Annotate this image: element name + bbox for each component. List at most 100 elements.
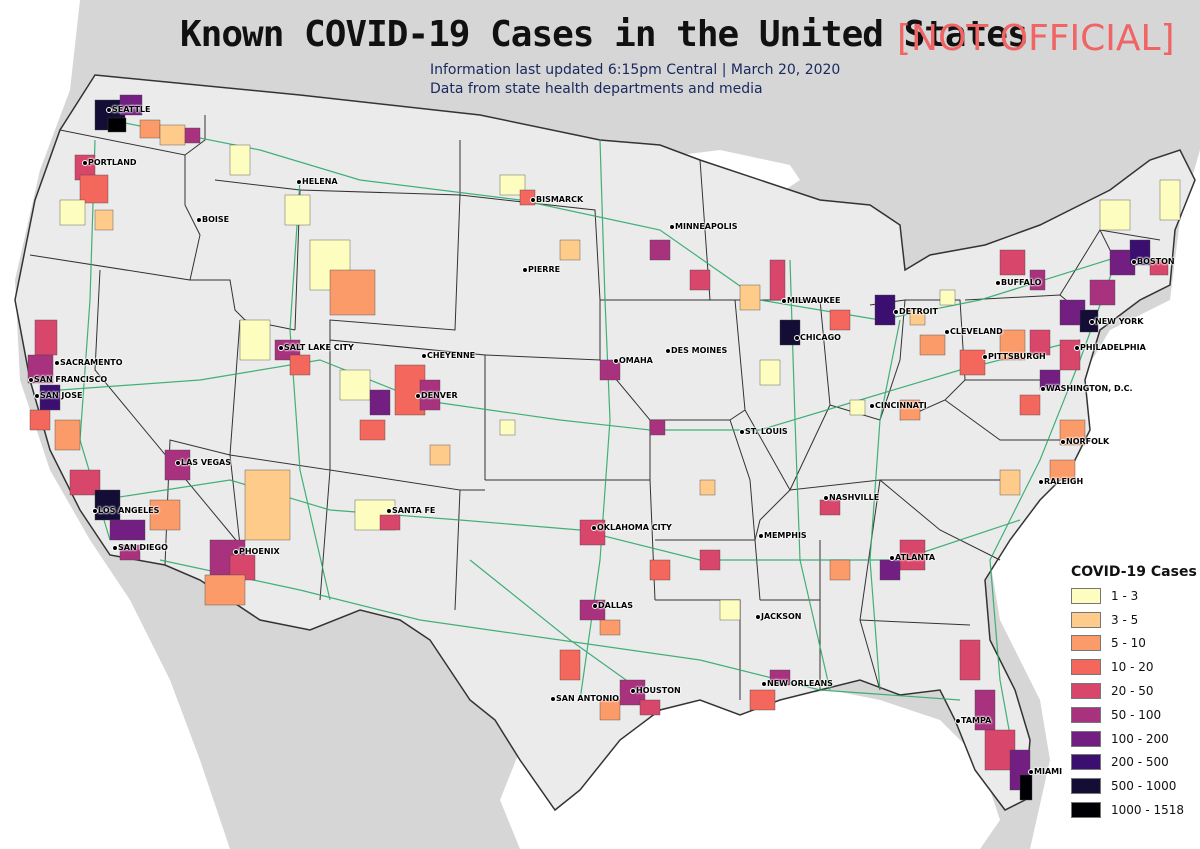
county-patch	[769, 669, 791, 686]
city-label-miami: MIAMI	[1027, 767, 1063, 776]
county-patch	[849, 399, 866, 416]
legend-label: 1 - 3	[1111, 588, 1139, 603]
county-patch	[359, 419, 386, 441]
city-label-pierre: PIERRE	[521, 265, 561, 274]
county-patch	[499, 174, 526, 196]
legend-item: 50 - 100	[1071, 703, 1196, 727]
city-label-memphis: MEMPHIS	[758, 531, 807, 540]
city-label-cincinnati: CINCINNATI	[869, 401, 927, 410]
county-patch	[959, 639, 981, 681]
county-patch	[649, 559, 671, 581]
county-patch	[899, 539, 926, 571]
county-patch	[939, 289, 956, 306]
city-label-pittsburgh: PITTSBURGH	[982, 352, 1046, 361]
county-patch	[739, 284, 761, 311]
atlantic-ocean	[990, 150, 1200, 849]
city-label-cheyenne: CHEYENNE	[420, 351, 476, 360]
legend-item: 10 - 20	[1071, 655, 1196, 679]
county-patches	[27, 94, 1181, 801]
city-label-washington-dc: WASHINGTON, D.C.	[1040, 384, 1133, 393]
city-label-seattle: SEATTLE	[105, 105, 151, 114]
county-patch	[429, 444, 451, 466]
city-label-portland: PORTLAND	[82, 158, 137, 167]
county-patch	[879, 559, 901, 581]
legend-label: 100 - 200	[1111, 731, 1169, 746]
city-label-oklahoma-city: OKLAHOMA CITY	[591, 523, 672, 532]
county-patch	[1149, 259, 1169, 276]
county-patch	[204, 574, 246, 606]
legend-swatch	[1071, 706, 1101, 723]
legend-swatch	[1071, 611, 1101, 628]
city-label-buffalo: BUFFALO	[994, 278, 1042, 287]
legend-bins: 1 - 3 3 - 5 5 - 10 10 - 20 20 - 50 50 - 100 10…	[1071, 584, 1196, 822]
city-label-santa-fe: SANTA FE	[385, 506, 436, 515]
county-patch	[1029, 269, 1046, 291]
legend-swatch	[1071, 635, 1101, 652]
county-patch	[829, 309, 851, 331]
county-patch	[1029, 329, 1051, 356]
legend-label: 1000 - 1518	[1111, 803, 1185, 818]
county-patch	[874, 294, 896, 326]
city-label-jackson: JACKSON	[755, 612, 802, 621]
county-patch	[229, 144, 251, 176]
county-patch	[79, 174, 109, 204]
county-patch	[599, 699, 621, 721]
legend-label: 200 - 500	[1111, 755, 1169, 770]
city-label-milwaukee: MILWAUKEE	[780, 296, 841, 305]
county-patch	[829, 559, 851, 581]
city-label-boise: BOISE	[195, 215, 230, 224]
city-label-san-jose: SAN JOSE	[33, 391, 83, 400]
city-label-bismarck: BISMARCK	[529, 195, 584, 204]
city-label-st-louis: ST. LOUIS	[739, 427, 788, 436]
county-patch	[329, 269, 376, 316]
city-label-houston: HOUSTON	[630, 686, 681, 695]
legend-swatch	[1071, 754, 1101, 771]
legend-swatch	[1071, 778, 1101, 795]
legend-item: 500 - 1000	[1071, 774, 1196, 798]
county-patch	[749, 689, 776, 711]
legend-label: 50 - 100	[1111, 707, 1162, 722]
county-patch	[639, 699, 661, 716]
city-label-dallas: DALLAS	[592, 601, 633, 610]
legend-item: 1000 - 1518	[1071, 798, 1196, 822]
county-patch	[184, 127, 201, 144]
county-patch	[1099, 199, 1131, 231]
city-label-tampa: TAMPA	[954, 716, 992, 725]
legend-item: 100 - 200	[1071, 727, 1196, 751]
legend-label: 20 - 50	[1111, 684, 1154, 699]
county-patch	[579, 599, 606, 621]
county-patch	[819, 499, 841, 516]
legend-label: 10 - 20	[1111, 660, 1154, 675]
county-patch	[899, 399, 921, 421]
county-patch	[244, 469, 291, 541]
source-note: Data from state health departments and m…	[430, 81, 763, 97]
county-patch	[779, 319, 801, 346]
city-label-raleigh: RALEIGH	[1037, 477, 1084, 486]
legend-swatch	[1071, 659, 1101, 676]
legend-item: 5 - 10	[1071, 632, 1196, 656]
city-label-helena: HELENA	[296, 177, 338, 186]
county-patch	[1019, 394, 1041, 416]
county-patch	[94, 489, 121, 521]
county-patch	[369, 389, 391, 416]
city-label-omaha: OMAHA	[613, 356, 653, 365]
legend-label: 5 - 10	[1111, 636, 1146, 651]
county-patch	[54, 419, 81, 451]
county-patch	[139, 119, 161, 139]
county-patch	[999, 329, 1026, 361]
legend-swatch	[1071, 802, 1101, 819]
county-patch	[599, 359, 621, 381]
county-patch	[1089, 279, 1116, 306]
county-patch	[579, 519, 606, 546]
county-patch	[559, 649, 581, 681]
county-patch	[107, 117, 127, 133]
city-label-sacramento: SACRAMENTO	[54, 358, 123, 367]
county-patch	[499, 419, 516, 436]
legend-item: 200 - 500	[1071, 751, 1196, 775]
legend-title: COVID-19 Cases	[1071, 564, 1197, 580]
legend-item: 1 - 3	[1071, 584, 1196, 608]
city-label-boston: BOSTON	[1131, 257, 1175, 266]
city-label-atlanta: ATLANTA	[888, 553, 936, 562]
state-borders	[29, 115, 1161, 700]
county-patch	[29, 409, 51, 431]
